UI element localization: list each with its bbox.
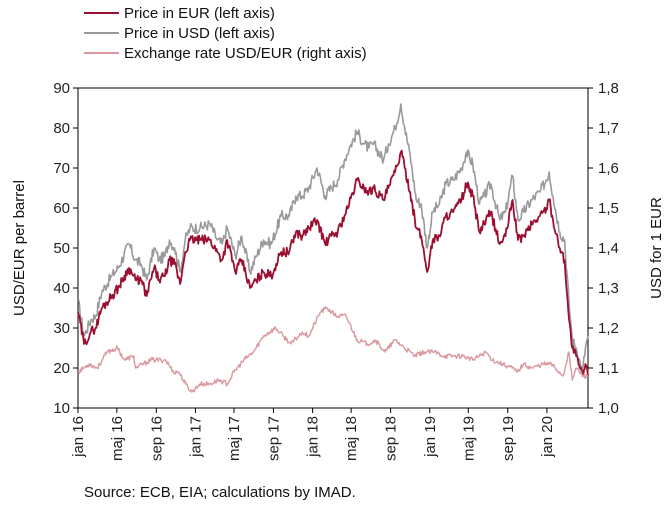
y-left-tick-label: 40 <box>53 280 70 297</box>
x-axis: jan 16 maj 16 sep 16 jan 17 maj 17 sep 17 jan … <box>70 408 556 461</box>
series-line-1 <box>77 149 589 377</box>
y-left-tick-label: 50 <box>53 240 70 257</box>
x-tick-label: jan 18 <box>305 416 322 458</box>
source-note: Source: ECB, EIA; calculations by IMAD. <box>84 484 356 501</box>
y-left-tick-label: 20 <box>53 360 70 377</box>
series-line-0 <box>77 103 589 373</box>
legend: Price in EUR (left axis) Price in USD (le… <box>84 5 367 62</box>
x-tick-label: maj 17 <box>226 416 243 461</box>
chart: Price in EUR (left axis) Price in USD (le… <box>11 5 665 461</box>
y-left-tick-label: 70 <box>53 160 70 177</box>
x-tick-label: sep 18 <box>383 416 400 461</box>
x-tick-label: jan 17 <box>188 416 205 458</box>
x-tick-label: maj 16 <box>109 416 126 461</box>
x-tick-label: sep 17 <box>266 416 283 461</box>
x-tick-label: maj 19 <box>460 416 477 461</box>
legend-label: Price in USD (left axis) <box>124 25 275 42</box>
y-axis-right: 1,0 1,1 1,2 1,3 1,4 1,5 1,6 1,7 1,8 <box>588 80 619 417</box>
y-left-tick-label: 90 <box>53 80 70 97</box>
series-line-2 <box>77 306 589 393</box>
y-left-tick-label: 10 <box>53 400 70 417</box>
x-tick-label: jan 19 <box>422 416 439 458</box>
x-tick-label: jan 16 <box>70 416 87 458</box>
y-left-tick-label: 30 <box>53 320 70 337</box>
x-tick-label: maj 18 <box>343 416 360 461</box>
y-left-tick-label: 80 <box>53 120 70 137</box>
x-tick-label: sep 19 <box>500 416 517 461</box>
y-right-tick-label: 1,4 <box>598 240 619 257</box>
y-right-tick-label: 1,5 <box>598 200 619 217</box>
legend-label: Price in EUR (left axis) <box>124 5 275 22</box>
x-tick-label: sep 16 <box>148 416 165 461</box>
y-axis-left: 10 20 30 40 50 60 70 80 90 <box>53 80 78 417</box>
y-right-tick-label: 1,7 <box>598 120 619 137</box>
y-axis-left-title: USD/EUR per barrel <box>11 180 28 316</box>
series-layer <box>77 103 589 393</box>
y-right-tick-label: 1,3 <box>598 280 619 297</box>
x-tick-label: jan 20 <box>539 416 556 458</box>
legend-label: Exchange rate USD/EUR (right axis) <box>124 45 367 62</box>
y-right-tick-label: 1,2 <box>598 320 619 337</box>
y-right-tick-label: 1,6 <box>598 160 619 177</box>
y-right-tick-label: 1,8 <box>598 80 619 97</box>
y-axis-right-title: USD for 1 EUR <box>648 197 665 299</box>
y-right-tick-label: 1,1 <box>598 360 619 377</box>
y-left-tick-label: 60 <box>53 200 70 217</box>
y-right-tick-label: 1,0 <box>598 400 619 417</box>
